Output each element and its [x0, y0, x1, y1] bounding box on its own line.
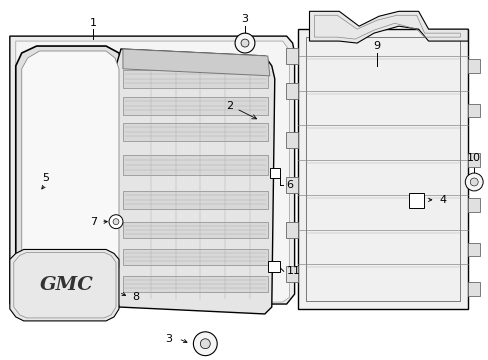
Polygon shape [285, 83, 297, 99]
Text: 6: 6 [285, 180, 292, 190]
Circle shape [464, 173, 482, 191]
Polygon shape [468, 282, 479, 296]
Text: GMC: GMC [40, 276, 93, 294]
Text: 4: 4 [439, 195, 446, 205]
Polygon shape [285, 222, 297, 238]
Text: 10: 10 [466, 153, 480, 163]
Circle shape [241, 39, 248, 47]
Text: 1: 1 [89, 18, 97, 28]
Polygon shape [16, 46, 122, 291]
Text: 8: 8 [132, 292, 139, 302]
Polygon shape [122, 70, 267, 88]
Polygon shape [122, 96, 267, 114]
Polygon shape [122, 249, 267, 265]
Polygon shape [122, 123, 267, 141]
Polygon shape [122, 49, 269, 76]
Polygon shape [10, 249, 119, 321]
Polygon shape [285, 266, 297, 282]
Polygon shape [21, 51, 119, 285]
Circle shape [235, 33, 254, 53]
Text: 9: 9 [373, 41, 380, 51]
Text: 3: 3 [241, 14, 248, 24]
Circle shape [469, 178, 477, 186]
Polygon shape [285, 48, 297, 64]
Circle shape [200, 339, 210, 349]
Polygon shape [285, 132, 297, 148]
Polygon shape [267, 261, 279, 272]
Text: 3: 3 [165, 334, 172, 344]
Polygon shape [16, 41, 289, 302]
Polygon shape [468, 104, 479, 117]
Polygon shape [116, 49, 274, 314]
Polygon shape [122, 276, 267, 292]
Polygon shape [122, 222, 267, 238]
Polygon shape [122, 191, 267, 209]
Polygon shape [468, 153, 479, 167]
Polygon shape [468, 59, 479, 73]
Polygon shape [468, 243, 479, 256]
Polygon shape [269, 168, 279, 178]
Polygon shape [285, 177, 297, 193]
Text: 11: 11 [286, 266, 300, 276]
Polygon shape [408, 193, 423, 208]
Text: 2: 2 [226, 100, 256, 119]
Polygon shape [468, 198, 479, 212]
Circle shape [109, 215, 122, 229]
Polygon shape [122, 155, 267, 175]
Text: 5: 5 [42, 173, 49, 183]
Polygon shape [309, 11, 468, 43]
Circle shape [193, 332, 217, 356]
Polygon shape [10, 36, 294, 304]
Polygon shape [297, 29, 468, 309]
Circle shape [113, 219, 119, 225]
Text: 7: 7 [89, 217, 97, 227]
